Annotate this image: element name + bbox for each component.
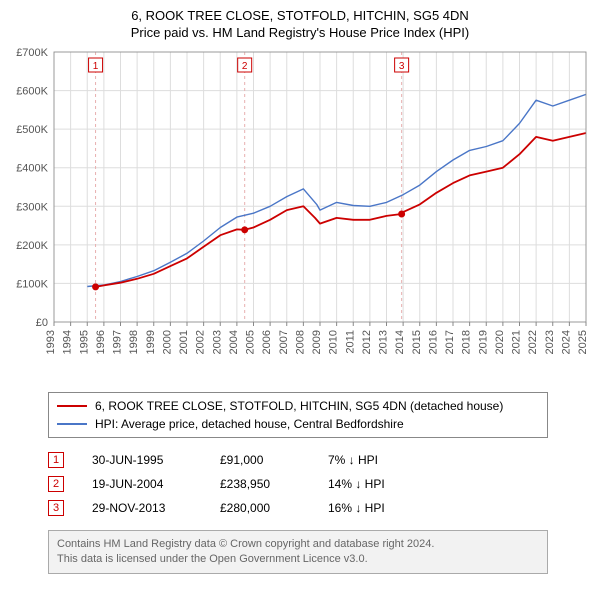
svg-text:2007: 2007 (278, 330, 290, 354)
svg-text:2008: 2008 (294, 330, 306, 354)
svg-text:1997: 1997 (112, 330, 124, 354)
attribution-footer: Contains HM Land Registry data © Crown c… (48, 530, 548, 574)
svg-text:2012: 2012 (361, 330, 373, 354)
legend-label: HPI: Average price, detached house, Cent… (95, 417, 404, 431)
title-subtitle: Price paid vs. HM Land Registry's House … (8, 25, 592, 40)
svg-text:£700K: £700K (16, 47, 48, 59)
svg-text:1995: 1995 (78, 330, 90, 354)
svg-text:2025: 2025 (577, 330, 589, 354)
svg-text:2017: 2017 (444, 330, 456, 354)
svg-text:2022: 2022 (527, 330, 539, 354)
svg-text:2024: 2024 (560, 330, 572, 354)
sale-row: 1 30-JUN-1995 £91,000 7% ↓ HPI (48, 448, 592, 472)
svg-text:1994: 1994 (62, 330, 74, 354)
footer-line2: This data is licensed under the Open Gov… (57, 552, 539, 567)
svg-text:2000: 2000 (161, 330, 173, 354)
svg-text:2010: 2010 (328, 330, 340, 354)
svg-text:2002: 2002 (195, 330, 207, 354)
sales-table: 1 30-JUN-1995 £91,000 7% ↓ HPI 2 19-JUN-2004 £… (48, 448, 592, 520)
svg-text:2001: 2001 (178, 330, 190, 354)
sale-delta: 7% ↓ HPI (328, 453, 418, 467)
legend-item: 6, ROOK TREE CLOSE, STOTFOLD, HITCHIN, S… (57, 397, 539, 415)
svg-text:2016: 2016 (427, 330, 439, 354)
svg-text:2020: 2020 (494, 330, 506, 354)
sale-marker-icon: 2 (48, 476, 64, 492)
svg-text:1: 1 (93, 61, 99, 72)
svg-text:2015: 2015 (411, 330, 423, 354)
sale-delta: 14% ↓ HPI (328, 477, 418, 491)
svg-text:£300K: £300K (16, 201, 48, 213)
sale-price: £280,000 (220, 501, 300, 515)
svg-text:2014: 2014 (394, 330, 406, 354)
sale-row: 2 19-JUN-2004 £238,950 14% ↓ HPI (48, 472, 592, 496)
sale-date: 30-JUN-1995 (92, 453, 192, 467)
legend-item: HPI: Average price, detached house, Cent… (57, 415, 539, 433)
svg-text:1993: 1993 (45, 330, 57, 354)
sale-row: 3 29-NOV-2013 £280,000 16% ↓ HPI (48, 496, 592, 520)
svg-text:2018: 2018 (461, 330, 473, 354)
svg-text:2011: 2011 (344, 330, 356, 354)
svg-text:£200K: £200K (16, 240, 48, 252)
sale-marker-icon: 3 (48, 500, 64, 516)
legend-label: 6, ROOK TREE CLOSE, STOTFOLD, HITCHIN, S… (95, 399, 503, 413)
svg-text:£100K: £100K (16, 278, 48, 290)
sale-price: £91,000 (220, 453, 300, 467)
title-address: 6, ROOK TREE CLOSE, STOTFOLD, HITCHIN, S… (8, 8, 592, 23)
svg-text:2013: 2013 (378, 330, 390, 354)
sale-price: £238,950 (220, 477, 300, 491)
svg-text:1996: 1996 (95, 330, 107, 354)
svg-text:£0: £0 (36, 317, 48, 329)
footer-line1: Contains HM Land Registry data © Crown c… (57, 537, 539, 552)
svg-text:£400K: £400K (16, 163, 48, 175)
legend-swatch (57, 405, 87, 407)
svg-text:2009: 2009 (311, 330, 323, 354)
svg-text:£500K: £500K (16, 124, 48, 136)
svg-text:2019: 2019 (477, 330, 489, 354)
sale-date: 19-JUN-2004 (92, 477, 192, 491)
sale-date: 29-NOV-2013 (92, 501, 192, 515)
svg-text:2003: 2003 (211, 330, 223, 354)
svg-text:2023: 2023 (544, 330, 556, 354)
svg-text:2005: 2005 (245, 330, 257, 354)
svg-text:2006: 2006 (261, 330, 273, 354)
svg-text:1998: 1998 (128, 330, 140, 354)
svg-text:1999: 1999 (145, 330, 157, 354)
svg-text:2021: 2021 (511, 330, 523, 354)
svg-text:2004: 2004 (228, 330, 240, 354)
svg-text:2: 2 (242, 61, 248, 72)
sale-marker-icon: 1 (48, 452, 64, 468)
legend-swatch (57, 423, 87, 425)
chart-title-block: 6, ROOK TREE CLOSE, STOTFOLD, HITCHIN, S… (8, 8, 592, 40)
price-chart: £0 £100K £200K £300K £400K £500K £600K £700K 199… (8, 46, 592, 386)
sale-delta: 16% ↓ HPI (328, 501, 418, 515)
svg-text:£600K: £600K (16, 86, 48, 98)
svg-text:3: 3 (399, 61, 405, 72)
legend: 6, ROOK TREE CLOSE, STOTFOLD, HITCHIN, S… (48, 392, 548, 438)
